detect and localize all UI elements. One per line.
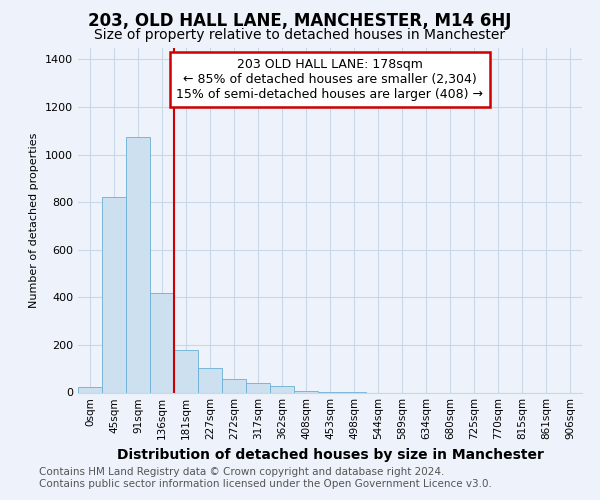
X-axis label: Distribution of detached houses by size in Manchester: Distribution of detached houses by size … (116, 448, 544, 462)
Bar (222, 380, 246, 392)
Text: Size of property relative to detached houses in Manchester: Size of property relative to detached ho… (94, 28, 506, 42)
Text: 203 OLD HALL LANE: 178sqm
← 85% of detached houses are smaller (2,304)
15% of se: 203 OLD HALL LANE: 178sqm ← 85% of detac… (176, 58, 484, 101)
Bar (102, 198, 126, 392)
Text: 203, OLD HALL LANE, MANCHESTER, M14 6HJ: 203, OLD HALL LANE, MANCHESTER, M14 6HJ (88, 12, 512, 30)
Bar (150, 292, 174, 392)
Bar (78, 386, 102, 392)
Bar (198, 368, 222, 392)
Bar (246, 384, 270, 392)
Bar (270, 386, 294, 392)
Text: Contains HM Land Registry data © Crown copyright and database right 2024.
Contai: Contains HM Land Registry data © Crown c… (39, 468, 492, 489)
Bar (126, 136, 150, 392)
Bar (174, 350, 198, 393)
Y-axis label: Number of detached properties: Number of detached properties (29, 132, 40, 308)
